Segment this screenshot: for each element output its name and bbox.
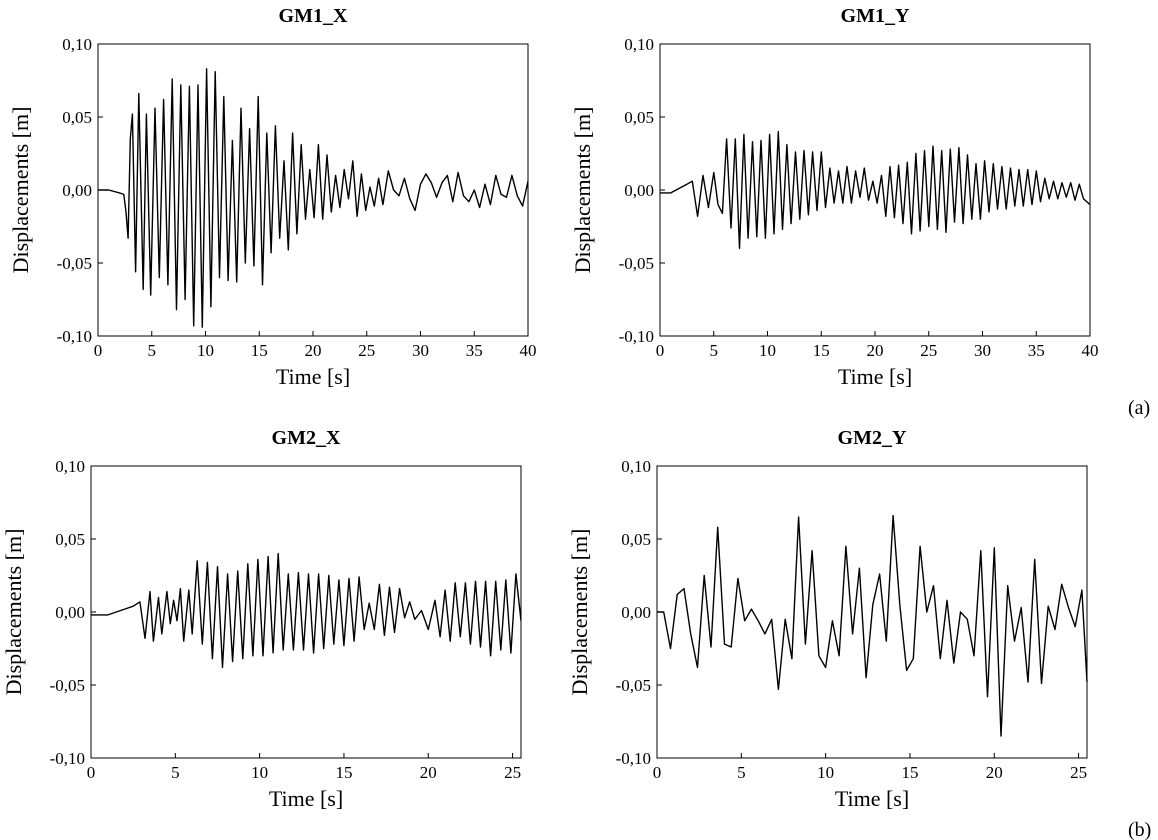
chart-3-ytick-label: 0,10 [55,457,85,476]
chart-1-ytick-label: 0,10 [62,35,92,54]
chart-3: GM2_X -0,10 -0,05 0,00 0,05 0,10 0 5 10 15 20 25 Tim… [1,427,522,811]
chart-4-ylabel: Displacements [m] [567,529,592,696]
chart-2: GM1_Y -0,10 -0,05 0,00 0,05 0,10 0 5 10 15 20 25 30 3… [570,5,1099,389]
chart-3-xlabel: Time [s] [269,786,343,811]
chart-4-xtick-label: 15 [901,763,918,782]
chart-4-xlabel: Time [s] [835,786,909,811]
chart-3-xtick-label: 5 [171,763,180,782]
chart-2-xtick-label: 0 [656,341,665,360]
chart-3-xtick-label: 20 [420,763,437,782]
chart-2-xlabel: Time [s] [838,364,912,389]
chart-1-title: GM1_X [279,5,348,27]
chart-4-xtick-label: 20 [986,763,1003,782]
chart-3-ytick-label: 0,05 [55,530,85,549]
chart-4-title: GM2_Y [838,427,907,449]
chart-2-xtick-label: 40 [1082,341,1099,360]
row-label-b: (b) [1128,819,1151,840]
chart-2-xtick-label: 30 [974,341,991,360]
chart-2-xtick-label: 5 [710,341,719,360]
chart-4-ytick-label: 0,10 [621,457,651,476]
chart-4-ytick-label: -0,05 [616,676,651,695]
chart-2-xtick-label: 25 [920,341,937,360]
chart-2-xtick-label: 35 [1028,341,1045,360]
chart-3-xtick-label: 25 [504,763,521,782]
chart-3-series-line [91,552,522,669]
chart-1-xtick-label: 30 [412,341,429,360]
chart-1-xtick-label: 40 [520,341,537,360]
chart-4-xtick-label: 10 [817,763,834,782]
chart-2-xtick-label: 15 [813,341,830,360]
row-label-a: (a) [1128,397,1150,419]
chart-4-xtick-label: 25 [1070,763,1087,782]
chart-1: GM1_X -0,10 -0,05 0,00 0,05 0,10 0 5 10 15 20 25 30 3… [8,5,537,389]
chart-2-title: GM1_Y [841,5,910,27]
chart-4: GM2_Y -0,10 -0,05 0,00 0,05 0,10 0 5 10 15 20 25 Tim… [567,427,1088,811]
chart-2-ytick-label: 0,00 [624,181,654,200]
chart-3-xtick-label: 10 [251,763,268,782]
chart-1-xtick-label: 15 [251,341,268,360]
chart-3-xtick-label: 0 [87,763,96,782]
chart-2-ylabel: Displacements [m] [570,107,595,274]
chart-1-xtick-label: 0 [94,341,103,360]
chart-2-xtick-label: 10 [759,341,776,360]
chart-1-ytick-label: -0,10 [57,327,92,346]
chart-2-ytick-label: 0,10 [624,35,654,54]
chart-4-xtick-label: 0 [653,763,662,782]
chart-3-xtick-label: 15 [335,763,352,782]
chart-4-ytick-label: 0,00 [621,603,651,622]
chart-3-ytick-label: -0,05 [50,676,85,695]
chart-1-ytick-label: 0,05 [62,108,92,127]
chart-1-xtick-label: 5 [148,341,157,360]
chart-4-ytick-label: 0,05 [621,530,651,549]
chart-1-series-line [98,68,529,328]
chart-1-ytick-label: 0,00 [62,181,92,200]
chart-2-ytick-label: -0,10 [619,327,654,346]
chart-2-series-line [660,130,1091,250]
chart-2-xtick-label: 20 [867,341,884,360]
chart-3-ytick-label: 0,00 [55,603,85,622]
chart-1-ylabel: Displacements [m] [8,107,33,274]
chart-4-series-line [657,514,1088,737]
chart-1-xtick-label: 20 [305,341,322,360]
chart-2-ytick-label: -0,05 [619,254,654,273]
chart-2-ytick-label: 0,05 [624,108,654,127]
chart-3-ylabel: Displacements [m] [1,529,26,696]
chart-3-title: GM2_X [272,427,341,449]
chart-4-ytick-label: -0,10 [616,749,651,768]
chart-1-plot-frame [97,43,529,337]
chart-1-xtick-label: 35 [466,341,483,360]
chart-4-xtick-label: 5 [737,763,746,782]
chart-1-xtick-label: 25 [358,341,375,360]
chart-1-xtick-label: 10 [197,341,214,360]
chart-1-xlabel: Time [s] [276,364,350,389]
chart-3-ytick-label: -0,10 [50,749,85,768]
chart-1-ytick-label: -0,05 [57,254,92,273]
